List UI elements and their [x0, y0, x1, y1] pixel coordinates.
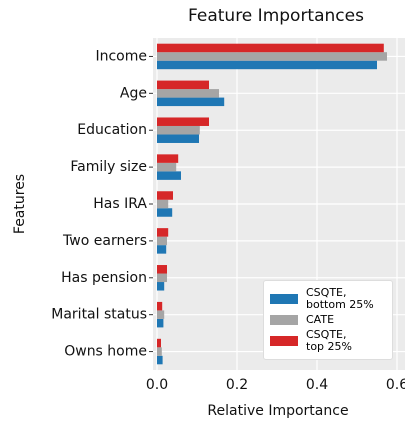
legend-item: CSQTE, bottom 25% — [270, 287, 386, 311]
bar — [157, 125, 200, 135]
legend-item: CSQTE, top 25% — [270, 329, 386, 353]
bar — [157, 301, 163, 311]
legend-item: CATE — [270, 314, 386, 326]
bar — [157, 134, 199, 143]
bar — [157, 282, 165, 291]
bar — [157, 162, 177, 172]
chart-title: Feature Importances — [188, 6, 364, 26]
bar — [157, 199, 169, 209]
y-tick-label: Income — [95, 48, 147, 64]
legend-swatch — [270, 315, 298, 325]
bar — [157, 338, 161, 348]
bar — [157, 154, 179, 163]
legend-swatch — [270, 294, 298, 304]
bar — [157, 89, 219, 98]
bar — [157, 236, 167, 246]
bar — [157, 347, 162, 356]
bar — [157, 228, 169, 237]
legend-swatch — [270, 336, 298, 346]
x-tick-label: 0.6 — [386, 377, 405, 393]
bar — [157, 117, 209, 126]
y-tick-label: Marital status — [51, 307, 147, 323]
bar — [157, 310, 165, 319]
bar — [157, 265, 167, 274]
bar — [157, 60, 377, 70]
bar — [157, 191, 173, 200]
bar — [157, 80, 209, 90]
legend-label: CSQTE, bottom 25% — [306, 286, 374, 311]
bar — [157, 245, 167, 254]
x-tick-label: 0.2 — [226, 377, 248, 393]
y-tick-label: Family size — [70, 159, 147, 175]
y-axis-label: Features — [12, 174, 28, 234]
y-tick-label: Owns home — [64, 344, 147, 360]
bar — [157, 171, 181, 180]
bar — [157, 318, 164, 328]
bar — [157, 273, 167, 283]
y-tick-label: Education — [77, 122, 147, 138]
bar — [157, 52, 387, 61]
legend-label: CATE — [306, 313, 335, 326]
y-tick-label: Two earners — [62, 233, 147, 249]
x-tick-label: 0.4 — [306, 377, 328, 393]
y-tick-label: Has IRA — [93, 196, 147, 212]
y-tick-label: Age — [120, 85, 147, 101]
bar — [157, 355, 163, 365]
bar — [157, 97, 225, 107]
legend: CSQTE, bottom 25% CATE CSQTE, top 25% — [263, 280, 393, 360]
bar — [157, 43, 384, 53]
y-tick-label: Has pension — [61, 270, 147, 286]
legend-label: CSQTE, top 25% — [306, 328, 352, 353]
bar — [157, 208, 173, 217]
x-tick-label: 0.0 — [146, 377, 168, 393]
x-axis-label: Relative Importance — [207, 403, 348, 419]
